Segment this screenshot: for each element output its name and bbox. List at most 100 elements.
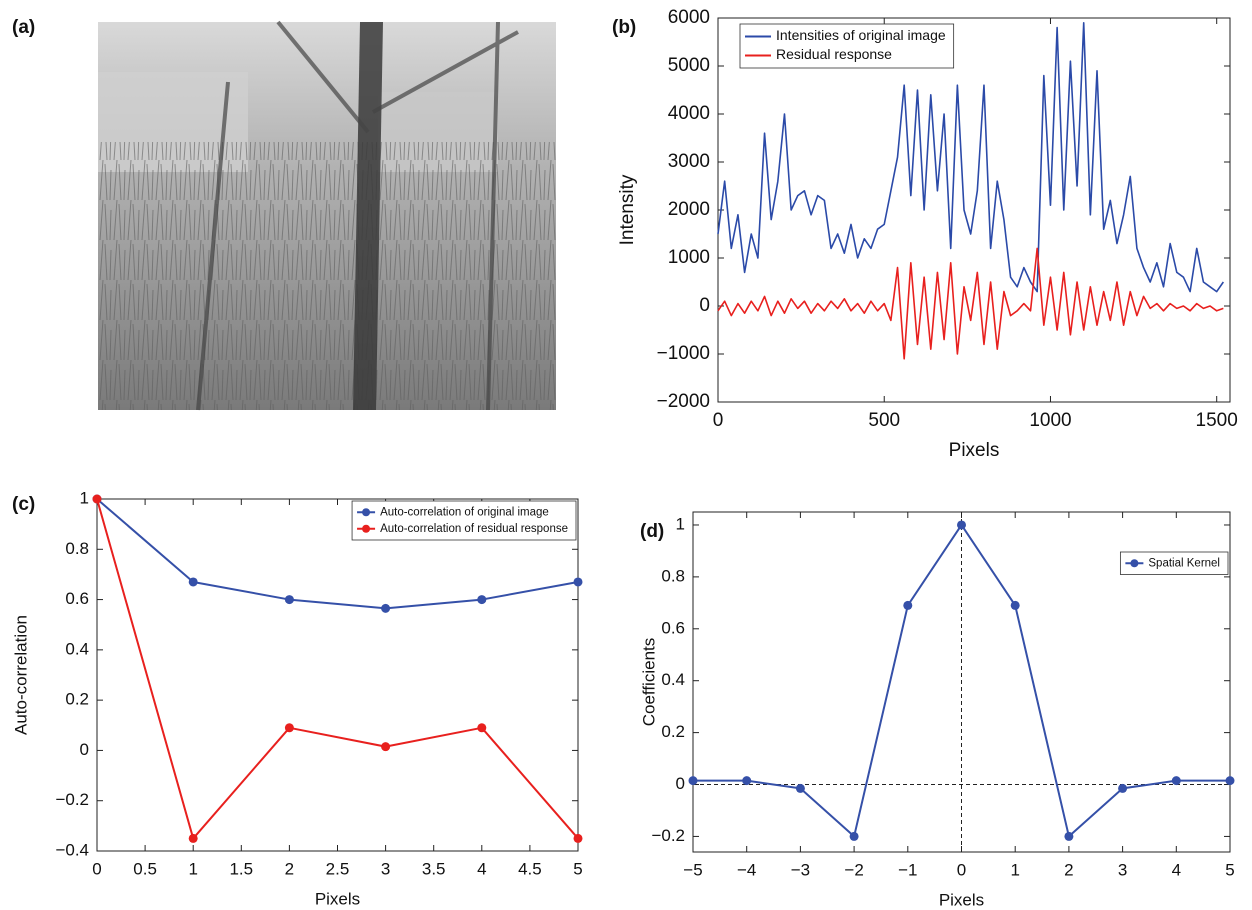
y-tick-label: 0.2 <box>65 690 89 709</box>
x-tick-label: 1 <box>1010 860 1019 879</box>
x-tick-label: 0 <box>713 410 724 431</box>
data-point <box>742 776 752 786</box>
series-line <box>717 22 1225 293</box>
photo-branches <box>196 20 519 411</box>
data-point <box>957 520 966 530</box>
data-point <box>1225 776 1235 786</box>
y-tick-label: 5000 <box>668 55 710 76</box>
photo-trunk <box>353 22 383 410</box>
y-tick-label: −0.4 <box>55 840 89 859</box>
data-point <box>1171 776 1181 786</box>
x-tick-label: 0 <box>92 859 101 878</box>
panel-label: (d) <box>640 521 664 542</box>
legend-label: Auto-correlation of original image <box>380 506 549 518</box>
x-tick-label: 2 <box>1064 860 1073 879</box>
data-point <box>188 833 198 843</box>
y-tick-label: −0.2 <box>651 826 685 845</box>
panel-label: (c) <box>12 494 35 515</box>
y-tick-label: 0.6 <box>65 589 89 608</box>
legend-label: Spatial Kernel <box>1148 557 1220 569</box>
y-tick-label: 0.6 <box>661 618 685 637</box>
x-tick-label: 1500 <box>1196 410 1238 431</box>
data-point <box>188 577 198 587</box>
y-tick-label: −0.2 <box>55 790 89 809</box>
x-tick-label: 1.5 <box>229 859 253 878</box>
x-tick-label: −1 <box>898 860 917 879</box>
y-axis-label: Coefficients <box>639 638 658 727</box>
series-line <box>96 498 579 840</box>
legend-marker <box>362 508 371 517</box>
data-point <box>284 723 294 733</box>
y-tick-label: 0 <box>699 295 710 316</box>
data-point <box>849 831 859 841</box>
x-axis-label: Pixels <box>939 890 984 909</box>
y-axis-label: Intensity <box>617 174 638 245</box>
x-tick-label: 1000 <box>1029 410 1071 431</box>
legend-label: Residual response <box>776 46 892 62</box>
data-point <box>1118 783 1128 793</box>
y-tick-label: 1 <box>676 514 685 533</box>
x-tick-label: 4.5 <box>518 859 542 878</box>
legend-box <box>351 500 577 541</box>
x-tick-label: 4 <box>1172 860 1181 879</box>
y-tick-label: 0.4 <box>661 670 685 689</box>
x-tick-label: −3 <box>791 860 810 879</box>
legend: Auto-correlation of original image Auto-c… <box>351 500 577 541</box>
x-tick-label: 3 <box>381 859 390 878</box>
x-axis-label: Pixels <box>949 440 1000 461</box>
x-tick-label: 1 <box>188 859 197 878</box>
x-tick-label: −2 <box>844 860 863 879</box>
data-point <box>477 723 487 733</box>
plot-area <box>96 498 579 852</box>
legend-box <box>739 23 955 69</box>
legend: Intensities of original image Residual re… <box>739 23 955 69</box>
x-tick-label: 2.5 <box>326 859 350 878</box>
y-tick-label: 0.8 <box>661 566 685 585</box>
data-point <box>381 603 391 613</box>
x-tick-label: 0 <box>957 860 966 879</box>
x-tick-label: 5 <box>1225 860 1234 879</box>
y-tick-label: −2000 <box>657 391 710 412</box>
data-point <box>1064 831 1074 841</box>
panel-label: (b) <box>612 17 636 38</box>
legend-marker <box>362 524 371 533</box>
legend-marker <box>1130 559 1139 568</box>
legend-label: Auto-correlation of residual response <box>380 523 568 535</box>
legend-box <box>1119 551 1229 575</box>
data-point <box>477 595 487 605</box>
data-point <box>381 742 391 752</box>
data-point <box>284 595 294 605</box>
y-tick-label: 1000 <box>668 247 710 268</box>
y-axis-label: Auto-correlation <box>11 615 30 735</box>
x-tick-label: 4 <box>477 859 486 878</box>
data-point <box>795 783 805 793</box>
x-tick-label: 2 <box>285 859 294 878</box>
data-point <box>573 577 583 587</box>
x-tick-label: 3 <box>1118 860 1127 879</box>
y-tick-label: 0.2 <box>661 722 685 741</box>
y-tick-label: 3000 <box>668 151 710 172</box>
y-tick-label: 0.4 <box>65 639 89 658</box>
x-tick-label: −4 <box>737 860 756 879</box>
x-axis-label: Pixels <box>315 889 360 908</box>
data-point <box>573 833 583 843</box>
data-point <box>903 600 913 610</box>
series-line <box>717 247 1224 360</box>
y-tick-label: 2000 <box>668 199 710 220</box>
legend-label: Intensities of original image <box>776 27 946 43</box>
x-tick-label: 5 <box>573 859 582 878</box>
x-tick-label: 0.5 <box>133 859 157 878</box>
y-tick-label: −1000 <box>657 343 710 364</box>
x-tick-label: 3.5 <box>422 859 446 878</box>
y-tick-label: 0.8 <box>65 539 89 558</box>
y-tick-label: 4000 <box>668 103 710 124</box>
data-point <box>92 494 102 504</box>
data-point <box>688 776 698 786</box>
y-tick-label: 0 <box>80 740 89 759</box>
panel-label: (a) <box>12 17 35 38</box>
legend: Spatial Kernel <box>1119 551 1229 575</box>
data-point <box>1010 600 1020 610</box>
y-tick-label: 0 <box>676 774 685 793</box>
